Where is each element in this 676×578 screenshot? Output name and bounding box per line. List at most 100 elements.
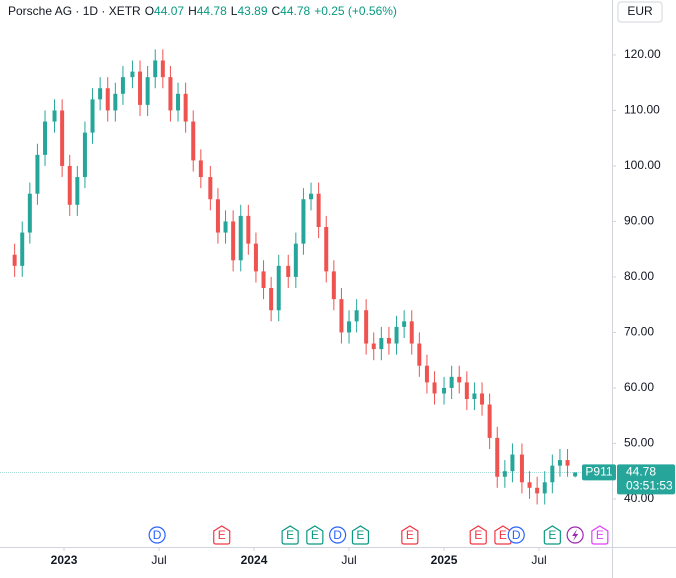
candle-body: [379, 337, 384, 350]
y-tick-label: 70.00: [624, 325, 654, 339]
ohlc-label: C: [271, 4, 281, 18]
candle-body: [261, 271, 266, 289]
y-tick-label: 110.00: [624, 103, 660, 117]
event-letter: E: [218, 528, 226, 542]
legend-header: Porsche AG · 1D · XETR O44.07 H44.78 L43.89…: [8, 4, 397, 18]
earnings-marker: [469, 525, 487, 545]
y-tick-label: 80.00: [624, 269, 654, 283]
symbol-label-bg: [582, 464, 616, 481]
candle-body: [43, 121, 48, 155]
candle-body: [457, 376, 462, 383]
candle-body: [386, 337, 391, 344]
candle-body: [113, 93, 118, 111]
candle-body: [449, 376, 454, 388]
price-label-bg: [617, 464, 675, 495]
candle-body: [27, 193, 32, 233]
earnings-marker: [494, 525, 512, 545]
candle-body: [364, 310, 369, 344]
candle-body: [309, 193, 314, 200]
ohlc-label: O: [144, 4, 155, 18]
candle-body: [130, 71, 135, 78]
candle-body: [472, 393, 477, 400]
candle-body: [191, 121, 196, 161]
symbol-label: P911: [585, 465, 612, 479]
candle-body: [510, 454, 515, 472]
event-letter: E: [474, 528, 482, 542]
candle-body: [138, 71, 143, 105]
countdown: 03:51:53: [626, 479, 673, 493]
candle-body: [519, 454, 524, 483]
candle-body: [60, 110, 65, 166]
y-tick-label: 50.00: [624, 436, 654, 450]
candle-body: [417, 343, 422, 366]
candle-body: [442, 387, 447, 394]
candle-body: [176, 93, 181, 111]
dividend-marker: [507, 526, 525, 544]
candle-body: [145, 77, 150, 105]
candle-body: [67, 165, 72, 205]
candle-body: [301, 199, 306, 244]
event-letter: E: [406, 528, 414, 542]
earnings-marker: [351, 525, 370, 545]
candle-body: [98, 88, 103, 100]
candle-body: [331, 271, 336, 300]
earnings-marker: [591, 525, 609, 545]
candle-body: [339, 299, 344, 333]
candle-body: [354, 310, 359, 322]
candle-body: [573, 472, 578, 477]
candle-body: [12, 254, 17, 266]
earnings-marker: [401, 525, 419, 545]
candle-body: [231, 221, 236, 261]
candle-body: [105, 88, 110, 111]
currency-button[interactable]: [617, 1, 663, 23]
candle-body: [286, 265, 291, 277]
event-letter: D: [153, 528, 162, 542]
candle-body: [347, 321, 352, 333]
candle-body: [253, 243, 258, 272]
event-letter: E: [548, 528, 556, 542]
symbol: Porsche AG · 1D · XETR: [8, 4, 141, 18]
y-tick-label: 40.00: [624, 491, 654, 505]
x-tick-label: 2023: [51, 553, 78, 567]
candle-body: [464, 382, 469, 400]
candle-body: [409, 321, 414, 344]
candle-body: [565, 460, 570, 466]
candle-body: [120, 77, 125, 94]
ohlc-label: H: [188, 4, 197, 18]
x-tick-label: 2025: [431, 553, 458, 567]
x-tick-label: Jul: [151, 553, 166, 567]
earnings-marker: [306, 525, 324, 545]
candle-body: [153, 60, 158, 78]
candle-body: [424, 365, 429, 383]
candle-body: [527, 482, 532, 488]
candle-body: [183, 93, 188, 122]
event-letter: D: [512, 528, 521, 542]
price-label: 44.78: [626, 465, 656, 479]
candle-body: [223, 221, 228, 233]
earnings-marker: [543, 525, 561, 545]
earnings-marker: [281, 525, 299, 545]
candle-body: [82, 132, 87, 178]
candle-body: [246, 215, 251, 244]
candle-body: [480, 393, 485, 405]
dividend-marker: [329, 526, 347, 544]
candle-body: [160, 60, 165, 78]
candle-body: [276, 265, 281, 311]
y-tick-label: 100.00: [624, 158, 661, 172]
x-tick-label: Jul: [341, 553, 356, 567]
candle-body: [402, 321, 407, 327]
ohlc-value: 44.07: [154, 4, 185, 18]
dividend-marker: [148, 526, 166, 544]
candle-body: [432, 382, 437, 394]
candle-body: [90, 99, 95, 133]
candle-body: [293, 243, 298, 277]
change: +0.25 (+0.56%): [314, 4, 397, 18]
ohlc-value: 43.89: [237, 4, 268, 18]
candle-body: [324, 226, 329, 272]
candle-body: [208, 177, 213, 200]
currency: EUR: [627, 4, 653, 18]
event-letter: E: [356, 528, 364, 542]
y-tick-label: 90.00: [624, 214, 654, 228]
